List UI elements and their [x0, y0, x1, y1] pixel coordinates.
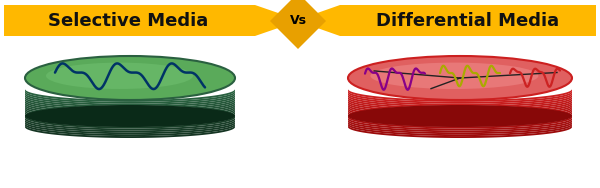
Polygon shape [25, 97, 235, 109]
Polygon shape [25, 93, 235, 106]
Ellipse shape [348, 105, 572, 127]
Polygon shape [25, 121, 235, 134]
Polygon shape [348, 116, 572, 129]
Polygon shape [348, 104, 572, 117]
Polygon shape [348, 110, 572, 123]
Polygon shape [25, 125, 235, 138]
Ellipse shape [25, 105, 235, 127]
Polygon shape [348, 102, 572, 115]
Polygon shape [348, 97, 572, 109]
Polygon shape [348, 93, 572, 106]
Polygon shape [25, 106, 235, 119]
Polygon shape [348, 91, 572, 104]
Polygon shape [348, 100, 572, 113]
Polygon shape [25, 123, 235, 136]
Text: Selective Media: Selective Media [48, 11, 208, 30]
Ellipse shape [46, 63, 193, 89]
Polygon shape [25, 114, 235, 127]
Polygon shape [25, 108, 235, 121]
Polygon shape [25, 104, 235, 117]
Polygon shape [25, 99, 235, 111]
Polygon shape [25, 119, 235, 132]
Polygon shape [25, 116, 235, 129]
Polygon shape [296, 5, 596, 36]
Ellipse shape [348, 56, 572, 100]
Polygon shape [348, 119, 572, 132]
Polygon shape [270, 0, 326, 49]
Polygon shape [348, 95, 572, 108]
Ellipse shape [370, 63, 538, 89]
Polygon shape [25, 95, 235, 108]
Polygon shape [25, 91, 235, 104]
Polygon shape [25, 112, 235, 125]
Ellipse shape [25, 56, 235, 100]
Polygon shape [348, 118, 572, 130]
Polygon shape [25, 102, 235, 115]
Polygon shape [348, 125, 572, 138]
Polygon shape [25, 118, 235, 130]
Polygon shape [25, 89, 235, 102]
Text: Differential Media: Differential Media [376, 11, 560, 30]
Polygon shape [348, 106, 572, 119]
Text: Vs: Vs [290, 14, 307, 27]
Polygon shape [348, 123, 572, 136]
Polygon shape [348, 108, 572, 121]
Polygon shape [4, 5, 300, 36]
Polygon shape [348, 89, 572, 102]
Polygon shape [25, 110, 235, 123]
Polygon shape [348, 114, 572, 127]
Polygon shape [25, 100, 235, 113]
Polygon shape [348, 99, 572, 111]
Polygon shape [348, 112, 572, 125]
Polygon shape [348, 121, 572, 134]
